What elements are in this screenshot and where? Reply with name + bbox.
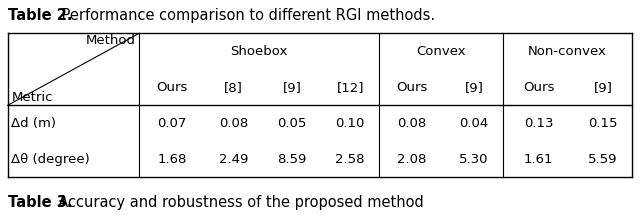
Text: 2.49: 2.49 xyxy=(219,153,248,166)
Text: Non-convex: Non-convex xyxy=(528,45,607,58)
Text: 0.04: 0.04 xyxy=(460,117,488,130)
Text: 0.10: 0.10 xyxy=(335,117,365,130)
Text: [8]: [8] xyxy=(224,81,243,94)
Text: Performance comparison to different RGI methods.: Performance comparison to different RGI … xyxy=(57,8,435,23)
Text: [9]: [9] xyxy=(282,81,301,94)
Text: Method: Method xyxy=(85,34,135,47)
Text: 1.68: 1.68 xyxy=(157,153,186,166)
Text: Ours: Ours xyxy=(156,81,188,94)
Text: 8.59: 8.59 xyxy=(277,153,307,166)
Text: 0.08: 0.08 xyxy=(219,117,248,130)
Text: Δd (m): Δd (m) xyxy=(11,117,56,130)
Text: 0.05: 0.05 xyxy=(277,117,307,130)
Text: 5.59: 5.59 xyxy=(588,153,618,166)
Text: [12]: [12] xyxy=(337,81,364,94)
Text: Convex: Convex xyxy=(417,45,466,58)
Text: Accuracy and robustness of the proposed method: Accuracy and robustness of the proposed … xyxy=(49,195,424,210)
Text: 0.08: 0.08 xyxy=(397,117,427,130)
Text: [9]: [9] xyxy=(594,81,612,94)
Text: Metric: Metric xyxy=(12,91,53,104)
Text: 2.58: 2.58 xyxy=(335,153,365,166)
Text: 5.30: 5.30 xyxy=(459,153,488,166)
Text: 0.13: 0.13 xyxy=(524,117,553,130)
Text: Table 2.: Table 2. xyxy=(8,8,72,23)
Text: 0.15: 0.15 xyxy=(588,117,618,130)
Text: [9]: [9] xyxy=(465,81,483,94)
Text: Table 3.: Table 3. xyxy=(8,195,72,210)
Text: 0.07: 0.07 xyxy=(157,117,186,130)
Text: Ours: Ours xyxy=(523,81,554,94)
Text: Δθ (degree): Δθ (degree) xyxy=(11,153,90,166)
Text: 1.61: 1.61 xyxy=(524,153,553,166)
Text: Shoebox: Shoebox xyxy=(230,45,288,58)
Text: 2.08: 2.08 xyxy=(397,153,427,166)
Text: Ours: Ours xyxy=(396,81,428,94)
